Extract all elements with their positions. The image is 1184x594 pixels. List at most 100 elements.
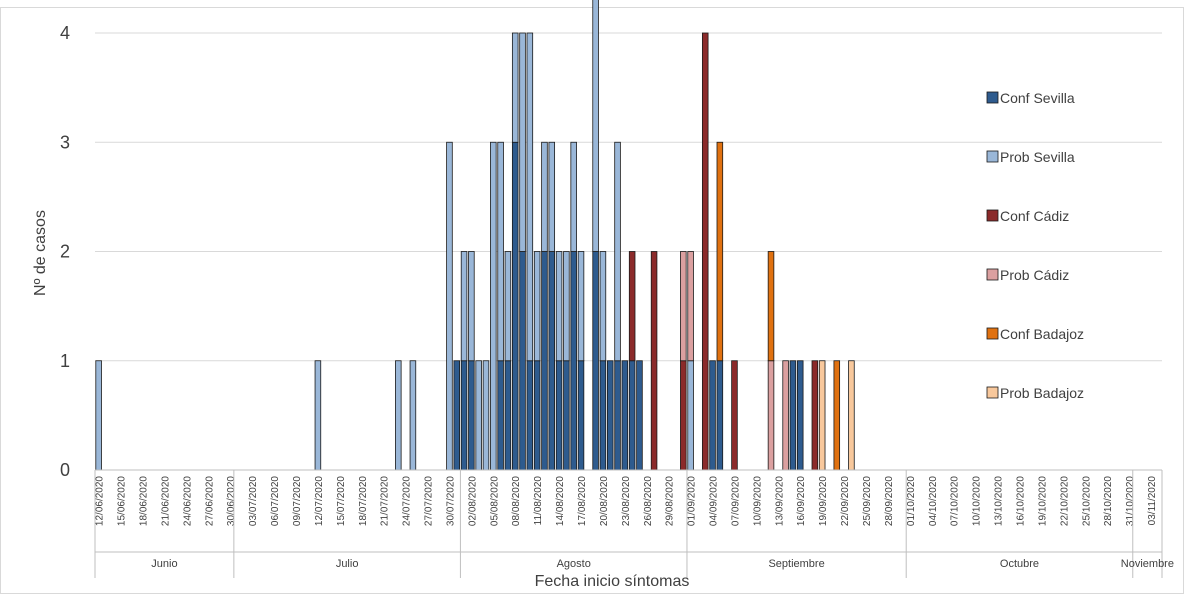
bar-segment xyxy=(460,251,468,362)
x-tick-label: 05/08/2020 xyxy=(489,476,500,526)
x-tick-label: 22/10/2020 xyxy=(1059,476,1070,526)
x-tick-label: 18/07/2020 xyxy=(358,476,369,526)
x-tick-label: 04/09/2020 xyxy=(709,476,720,526)
x-tick-label: 31/10/2020 xyxy=(1125,476,1136,526)
x-tick-label: 11/08/2020 xyxy=(533,476,544,526)
bar-segment xyxy=(460,360,468,471)
legend-swatch xyxy=(986,91,999,104)
bar-segment xyxy=(592,0,599,252)
legend-label: Prob Badajoz xyxy=(1000,385,1084,401)
bar-segment xyxy=(687,251,694,362)
x-tick-label: 19/09/2020 xyxy=(818,476,829,526)
bar-segment xyxy=(680,360,687,471)
x-tick-label: 14/08/2020 xyxy=(555,476,566,526)
bar-segment xyxy=(526,32,534,362)
bar-segment xyxy=(555,251,563,362)
x-tick-label: 18/06/2020 xyxy=(139,476,150,526)
bar-segment xyxy=(563,251,570,362)
y-tick-labels: 0 1 2 3 4 xyxy=(60,23,70,480)
x-tick-label: 26/08/2020 xyxy=(643,476,654,526)
legend-swatch xyxy=(986,209,999,222)
bar-segment xyxy=(833,360,841,471)
y-tick-label: 4 xyxy=(60,23,70,43)
legend-swatch xyxy=(986,150,999,163)
x-tick-label: 04/10/2020 xyxy=(928,476,939,526)
legend-label: Conf Badajoz xyxy=(1000,326,1084,342)
legend: Conf Sevilla Prob Sevilla Conf Cádiz Prob C… xyxy=(986,90,1084,401)
x-tick-label: 27/07/2020 xyxy=(424,476,435,526)
bar-segment xyxy=(533,360,541,471)
bar-segment xyxy=(95,360,102,471)
x-tick-label: 21/06/2020 xyxy=(160,476,171,526)
x-tick-label: 22/09/2020 xyxy=(840,476,851,526)
legend-swatch xyxy=(986,327,999,340)
x-tick-label: 10/09/2020 xyxy=(752,476,763,526)
x-tick-label: 27/06/2020 xyxy=(204,476,215,526)
bar-segment xyxy=(570,251,577,471)
month-label: Octubre xyxy=(1000,558,1039,570)
x-tick-label: 13/10/2020 xyxy=(994,476,1005,526)
month-label: Agosto xyxy=(557,558,591,570)
bar-segment xyxy=(563,360,570,471)
x-tick-label: 09/07/2020 xyxy=(292,476,303,526)
legend-label: Conf Cádiz xyxy=(1000,208,1069,224)
x-tick-label: 15/06/2020 xyxy=(117,476,128,526)
bar-segment xyxy=(482,360,490,471)
month-label: Julio xyxy=(336,558,359,570)
bar-segment xyxy=(548,251,556,471)
bar-segment xyxy=(716,360,724,471)
x-tick-label: 03/11/2020 xyxy=(1147,476,1158,526)
bar-segment xyxy=(796,360,804,471)
legend-label: Prob Sevilla xyxy=(1000,149,1075,165)
bar-segment xyxy=(409,360,417,471)
x-axis-title: Fecha inicio síntomas xyxy=(535,573,690,590)
bar-segment xyxy=(687,360,694,471)
x-tick-label: 10/10/2020 xyxy=(972,476,983,526)
x-tick-label: 28/09/2020 xyxy=(884,476,895,526)
bar-segment xyxy=(446,141,453,471)
bar-segment xyxy=(533,251,541,362)
x-tick-label: 16/09/2020 xyxy=(796,476,807,526)
x-tick-label: 07/09/2020 xyxy=(730,476,741,526)
x-tick-label: 13/09/2020 xyxy=(774,476,785,526)
gridlines xyxy=(95,32,1162,362)
bar-segment xyxy=(767,251,775,362)
x-tick-label: 23/08/2020 xyxy=(621,476,632,526)
bar-segment xyxy=(490,141,497,471)
bar-segment xyxy=(606,360,614,471)
bar-segment xyxy=(848,360,855,471)
x-tick-label: 01/09/2020 xyxy=(687,476,698,526)
bar-segment xyxy=(395,360,402,471)
x-tick-label: 06/07/2020 xyxy=(270,476,281,526)
bar-segment xyxy=(519,251,526,471)
bar-segment xyxy=(526,360,534,471)
x-tick-label: 12/07/2020 xyxy=(314,476,325,526)
bar-segment xyxy=(541,141,548,252)
bars xyxy=(95,0,855,471)
bar-segment xyxy=(475,360,482,471)
x-tick-label: 29/08/2020 xyxy=(665,476,676,526)
month-labels: Junio Julio Agosto Septiembre Octubre Noviemb… xyxy=(94,470,1174,578)
y-tick-label: 2 xyxy=(60,242,70,262)
bar-segment xyxy=(636,360,643,471)
bar-segment xyxy=(680,251,687,362)
bar-segment xyxy=(314,360,322,471)
bar-segment xyxy=(577,251,585,362)
legend-swatch xyxy=(986,268,999,281)
legend-label: Prob Cádiz xyxy=(1000,267,1069,283)
x-tick-label: 19/10/2020 xyxy=(1037,476,1048,526)
x-tick-label: 17/08/2020 xyxy=(577,476,588,526)
x-tick-label: 03/07/2020 xyxy=(248,476,259,526)
bar-segment xyxy=(716,141,724,362)
bar-segment xyxy=(614,141,621,362)
y-axis-title: Nº de casos xyxy=(32,210,49,296)
bar-segment xyxy=(504,360,512,471)
legend-label: Conf Sevilla xyxy=(1000,90,1075,106)
bar-segment xyxy=(468,360,475,471)
y-tick-label: 3 xyxy=(60,132,70,152)
x-tick-label: 24/06/2020 xyxy=(182,476,193,526)
x-tick-label: 16/10/2020 xyxy=(1015,476,1026,526)
bar-segment xyxy=(782,360,789,471)
